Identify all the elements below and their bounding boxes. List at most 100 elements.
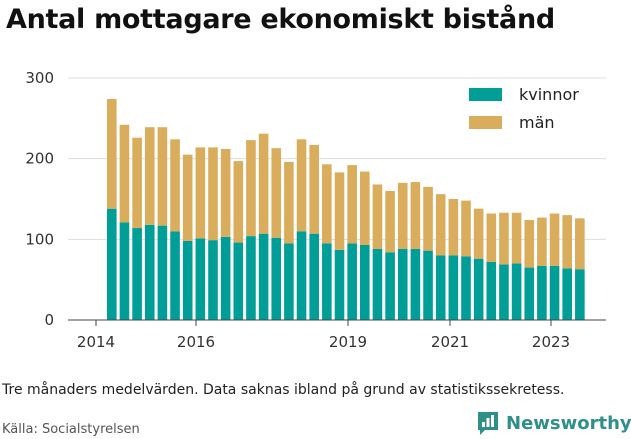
y-tick-label: 100 [25,230,54,248]
bar-kvinnor [372,249,383,320]
bar-man [524,219,535,268]
y-axis-labels: 0 100 200 300 [25,69,54,329]
y-tick-label: 0 [44,311,54,329]
bar-kvinnor [562,268,572,320]
bar-kvinnor [397,249,408,320]
bar-man [246,140,256,237]
bar-man [309,144,319,234]
bar-kvinnor [448,255,459,320]
bar-man [385,190,395,253]
bar-kvinnor [410,249,421,320]
legend-swatch [469,88,502,101]
bar-man [144,127,155,225]
bar-kvinnor [208,240,218,320]
bar-kvinnor [473,258,484,320]
chart-note: Tre månaders medelvärden. Data saknas ib… [2,382,565,398]
x-tick-label: 2021 [431,333,469,351]
bar-kvinnor [360,244,370,320]
bar-kvinnor [549,265,560,320]
bar-man [182,154,193,241]
bar-man [360,171,370,245]
bar-kvinnor [284,243,294,320]
bar-kvinnor [524,267,535,320]
bar-kvinnor [435,255,446,320]
bar-kvinnor [322,243,332,320]
bar-kvinnor [486,261,497,320]
bar-kvinnor [461,256,471,320]
bar-man [271,148,282,238]
x-axis-ticks: 2014 2016 2019 2021 2023 [77,320,570,351]
bar-kvinnor [423,250,433,320]
bar-kvinnor [511,263,522,320]
bar-kvinnor [334,249,345,320]
bar-kvinnor [537,265,547,320]
bar-man [486,213,497,262]
bar-man [499,212,509,265]
bar-man [284,161,294,244]
bar-man [423,186,433,251]
bar-man [562,215,572,269]
bar-man [448,199,459,256]
bar-man [435,194,446,256]
bar-man [170,139,180,232]
bar-kvinnor [233,242,244,320]
bar-kvinnor [132,228,142,320]
bar-kvinnor [271,237,282,320]
bar-kvinnor [309,233,319,320]
bar-man [511,212,522,264]
bar-man [549,213,560,266]
bar-man [461,200,471,257]
bar-man [347,165,357,244]
x-tick-label: 2016 [177,333,215,351]
x-tick-label: 2019 [329,333,367,351]
bar-man [473,208,484,259]
bar-kvinnor [385,252,395,320]
bar-kvinnor [170,231,180,320]
bar-kvinnor [575,269,585,320]
bar-man [322,164,332,244]
bar-kvinnor [195,238,206,320]
bar-man [258,133,269,234]
bar-kvinnor [107,208,117,320]
bar-man [575,218,585,270]
bar-man [220,148,231,237]
bar-man [410,182,421,250]
bar-man [132,137,142,229]
bar-man [397,182,408,250]
source-label: Källa: Socialstyrelsen [2,422,140,437]
bar-kvinnor [499,264,509,320]
y-tick-label: 200 [25,150,54,168]
bar-kvinnor [220,236,231,320]
bar-man [119,124,130,223]
bar-man [334,172,345,250]
newsworthy-logo-icon [478,412,498,435]
x-tick-label: 2014 [77,333,115,351]
bar-kvinnor [347,243,357,320]
bar-man [195,147,206,239]
bar-man [372,184,383,250]
brand-name: Newsworthy [506,412,631,434]
bar-man [107,98,117,209]
bar-kvinnor [182,240,193,320]
legend-swatch [469,116,502,129]
bar-kvinnor [296,231,307,320]
bar-man [208,147,218,241]
stacked-bar-chart: 0 100 200 300 2014 2016 2019 2021 2023 kvinnor m… [25,69,606,351]
y-tick-label: 300 [25,69,54,87]
legend-label: kvinnor [519,85,579,104]
legend-label: män [519,113,555,132]
bar-kvinnor [119,222,130,320]
legend: kvinnor män [469,85,579,132]
x-tick-label: 2023 [532,333,570,351]
bar-man [537,217,547,266]
bar-man [233,161,244,243]
bar-kvinnor [246,236,256,320]
bar-man [157,127,168,226]
bar-man [296,139,307,232]
bar-kvinnor [157,225,168,320]
brand: Newsworthy [476,410,631,436]
bar-kvinnor [258,233,269,320]
chart-title: Antal mottagare ekonomiskt bistånd [6,4,555,35]
bar-kvinnor [144,224,155,320]
bars [107,98,585,320]
